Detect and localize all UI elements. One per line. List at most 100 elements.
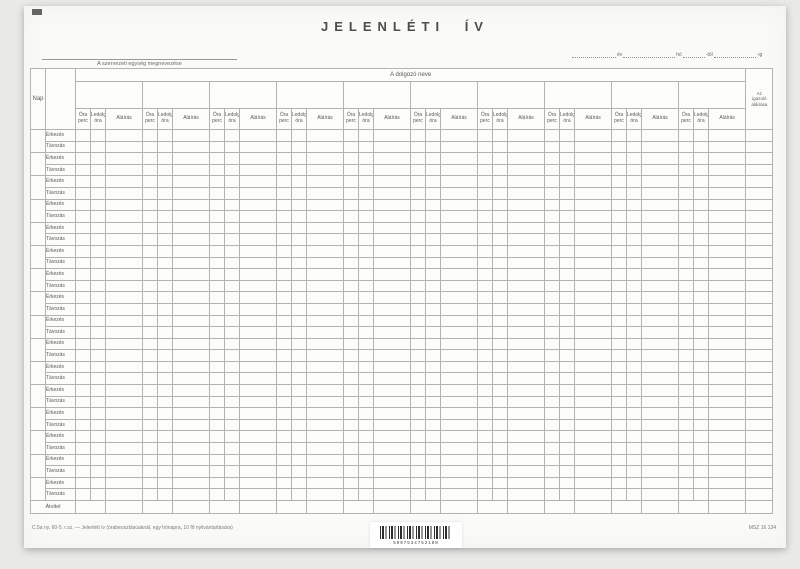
entry-cell	[559, 337, 575, 351]
entry-cell	[105, 488, 143, 501]
entry-cell	[157, 279, 173, 293]
approver-cell	[745, 407, 774, 420]
entry-cell	[507, 256, 545, 270]
entry-cell	[507, 488, 545, 501]
entry-cell	[291, 465, 307, 478]
entry-cell	[678, 186, 694, 200]
entry-cell	[343, 476, 359, 490]
entry-cell	[574, 430, 612, 444]
entry-cell	[358, 418, 374, 432]
entry-cell	[544, 163, 560, 177]
approver-signature-header-line: Az	[756, 90, 762, 96]
dotted-leader	[713, 51, 756, 58]
entry-cell	[440, 453, 478, 467]
row-type-column-header	[45, 68, 76, 130]
entry-cell	[172, 326, 210, 339]
approver-cell	[745, 140, 774, 154]
entry-cell	[75, 476, 91, 490]
entry-cell	[641, 175, 679, 188]
entry-cell	[678, 221, 694, 235]
entry-cell	[440, 349, 478, 362]
sub-header-worked-hours: Ledolg.óra	[157, 108, 173, 130]
sub-header-line: Aláírás	[250, 115, 266, 122]
entry-cell	[440, 442, 478, 455]
entry-cell	[172, 186, 210, 200]
entry-cell	[492, 291, 508, 304]
entry-cell	[440, 291, 478, 304]
entry-cell	[75, 442, 91, 455]
entry-cell	[410, 453, 426, 467]
entry-cell	[373, 186, 411, 200]
entry-cell	[410, 407, 426, 420]
entry-cell	[209, 465, 225, 478]
entry-cell	[142, 384, 158, 397]
entry-cell	[75, 129, 91, 142]
entry-cell	[105, 326, 143, 339]
entry-cell	[276, 210, 292, 223]
sub-header-line: perc	[681, 118, 691, 124]
arrival-row-label: Érkezés	[45, 476, 76, 490]
entry-cell	[306, 337, 344, 351]
entry-cell	[90, 163, 106, 177]
entry-cell	[559, 279, 575, 293]
entry-cell	[626, 233, 642, 246]
entry-cell	[343, 163, 359, 177]
entry-cell	[425, 407, 441, 420]
approver-cell	[745, 268, 774, 281]
entry-cell	[142, 221, 158, 235]
entry-cell	[343, 129, 359, 142]
entry-cell	[373, 418, 411, 432]
entry-cell	[157, 140, 173, 154]
entry-cell	[142, 372, 158, 386]
entry-cell	[373, 233, 411, 246]
entry-cell	[343, 488, 359, 501]
entry-cell	[611, 210, 627, 223]
entry-cell	[343, 372, 359, 386]
carry-over-total-cell	[75, 500, 106, 514]
sub-header-line: Ledolg.	[225, 112, 239, 119]
entry-cell	[410, 488, 426, 501]
entry-cell	[544, 129, 560, 142]
entry-cell	[239, 442, 277, 455]
entry-cell	[142, 279, 158, 293]
sub-header-line: óra	[496, 118, 504, 124]
entry-cell	[239, 395, 277, 409]
entry-cell	[425, 175, 441, 188]
entry-cell	[358, 163, 374, 177]
entry-cell	[641, 384, 679, 397]
entry-cell	[678, 430, 694, 444]
entry-cell	[373, 152, 411, 165]
carry-over-signature-cell	[172, 500, 210, 514]
entry-cell	[75, 314, 91, 328]
entry-cell	[239, 349, 277, 362]
entry-cell	[343, 407, 359, 420]
approver-cell	[745, 210, 774, 223]
entry-cell	[276, 418, 292, 432]
entry-cell	[75, 407, 91, 420]
entry-cell	[90, 291, 106, 304]
entry-cell	[507, 163, 545, 177]
entry-cell	[559, 268, 575, 281]
entry-cell	[209, 279, 225, 293]
entry-cell	[440, 268, 478, 281]
entry-cell	[492, 256, 508, 270]
entry-cell	[477, 384, 493, 397]
sub-header-line: Óra	[78, 112, 88, 119]
entry-cell	[172, 233, 210, 246]
entry-cell	[492, 442, 508, 455]
entry-cell	[693, 221, 709, 235]
entry-cell	[477, 279, 493, 293]
entry-cell	[373, 210, 411, 223]
entry-cell	[693, 302, 709, 316]
entry-cell	[559, 372, 575, 386]
entry-cell	[574, 279, 612, 293]
entry-cell	[306, 233, 344, 246]
entry-cell	[626, 210, 642, 223]
entry-cell	[291, 186, 307, 200]
entry-cell	[142, 465, 158, 478]
entry-cell	[276, 430, 292, 444]
entry-cell	[358, 129, 374, 142]
entry-cell	[626, 268, 642, 281]
entry-cell	[358, 337, 374, 351]
sub-header-line: perc	[346, 118, 356, 124]
